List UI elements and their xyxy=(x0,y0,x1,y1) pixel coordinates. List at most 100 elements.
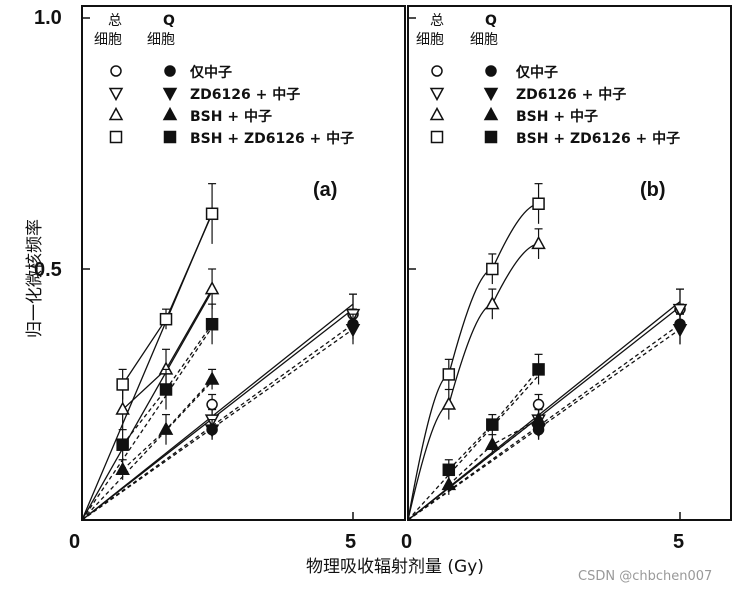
data-point-square xyxy=(116,378,129,391)
data-point-triangle-up xyxy=(531,411,546,425)
data-point-triangle-up xyxy=(204,371,220,385)
legend-label: 仅中子 xyxy=(189,64,232,81)
legend-header-total-line1: 总 xyxy=(108,13,122,29)
data-point-triangle-down xyxy=(672,303,688,318)
legend-header-total-line2: 细胞 xyxy=(94,32,122,48)
x-tick-label-5-a: 5 xyxy=(345,531,356,553)
legend-label: BSH + ZD6126 + 中子 xyxy=(516,130,680,147)
data-point-triangle-down xyxy=(204,424,220,438)
panel-a-plot xyxy=(81,17,361,521)
series-bsh-zd6126-neutron-q-cells xyxy=(407,353,545,521)
legend-marker-q-circle xyxy=(164,65,176,77)
series-bsh-neutron-q-cells xyxy=(407,408,546,521)
data-point-square xyxy=(159,312,173,326)
legend-marker-q-triangle-up xyxy=(483,106,499,121)
watermark: CSDN @chbchen007 xyxy=(578,569,712,584)
panel-b: (b) 总 细胞 Q 细胞 仅中子 ZD6126 + 中子 BSH + 中子 BSH … xyxy=(407,5,732,521)
data-point-square xyxy=(442,368,456,381)
panel-b-legend: 总 细胞 Q 细胞 仅中子 ZD6126 + 中子 BSH + 中子 BSH + ZD… xyxy=(416,13,680,147)
series-bsh-zd6126-neutron-total-cells xyxy=(407,183,545,521)
data-point-triangle-up xyxy=(441,396,457,410)
data-point-square xyxy=(442,463,456,477)
legend-marker-q-circle xyxy=(485,65,497,77)
data-point-triangle-up xyxy=(204,281,220,295)
legend-header-q-line2: 细胞 xyxy=(470,32,498,48)
legend-header-total-line1: 总 xyxy=(430,13,444,29)
panel-a-legend: 总 细胞 Q 细胞 仅中子 ZD6126 + 中子 BSH + 中子 BSH + ZD… xyxy=(94,13,354,147)
legend-label: 仅中子 xyxy=(515,64,558,81)
legend-label: ZD6126 + 中子 xyxy=(190,86,300,103)
series-line xyxy=(81,328,354,521)
series-connector xyxy=(122,213,213,385)
data-point-triangle-up xyxy=(441,476,457,491)
legend-marker-q-square xyxy=(484,130,498,144)
series-bsh-neutron-q-cells xyxy=(81,368,220,521)
y-axis-title: 归一化微核频率 xyxy=(25,219,45,338)
legend-marker-total-triangle-down xyxy=(429,87,445,102)
panel-a: (a) 总 细胞 Q 细胞 仅中子 ZD6126 + 中子 BSH + 中子 BSH … xyxy=(81,5,406,521)
series-bsh-zd6126-neutron-q-cells xyxy=(81,303,219,521)
data-point-triangle-up xyxy=(158,421,174,435)
legend-label: ZD6126 + 中子 xyxy=(516,86,626,103)
legend-row-neutron-only: 仅中子 xyxy=(431,64,558,81)
data-point-circle xyxy=(206,398,218,411)
legend-row-bsh-zd6126-neutron: BSH + ZD6126 + 中子 xyxy=(109,130,354,147)
legend-label: BSH + 中子 xyxy=(516,108,598,125)
series-line xyxy=(81,303,354,521)
legend-header-q-line1: Q xyxy=(485,13,497,29)
data-point-triangle-up xyxy=(115,401,130,415)
series-line xyxy=(81,381,213,521)
data-point-triangle-down xyxy=(345,323,361,338)
panel-b-label: (b) xyxy=(640,179,666,201)
data-point-square xyxy=(486,418,499,431)
legend-marker-total-triangle-up xyxy=(108,106,124,121)
x-tick-label-0-a: 0 xyxy=(69,531,80,553)
legend-marker-q-triangle-down xyxy=(483,87,499,102)
legend-header-q-line1: Q xyxy=(163,13,175,29)
series-line xyxy=(407,328,681,521)
legend-row-neutron-only: 仅中子 xyxy=(110,64,232,81)
data-point-square xyxy=(205,317,219,331)
legend-marker-total-triangle-up xyxy=(429,106,445,121)
series-line xyxy=(81,326,213,521)
data-point-triangle-up xyxy=(531,235,546,250)
x-axis-title: 物理吸收辐射剂量 (Gy) xyxy=(306,557,484,577)
data-point-square xyxy=(532,363,545,376)
legend-row-bsh-neutron: BSH + 中子 xyxy=(108,106,272,125)
legend-marker-total-square xyxy=(109,130,123,144)
data-point-square xyxy=(205,207,219,221)
legend-marker-total-triangle-down xyxy=(108,87,124,102)
series-line xyxy=(407,203,539,521)
y-tick-label-1: 1.0 xyxy=(34,7,62,29)
legend-row-bsh-neutron: BSH + 中子 xyxy=(429,106,598,125)
legend-row-bsh-zd6126-neutron: BSH + ZD6126 + 中子 xyxy=(430,130,680,147)
x-tick-label-5-b: 5 xyxy=(673,531,684,553)
legend-label: BSH + 中子 xyxy=(190,108,272,125)
panel-b-frame xyxy=(407,5,732,521)
series-line xyxy=(407,374,540,521)
x-tick-label-0-b: 0 xyxy=(401,531,412,553)
data-point-triangle-up xyxy=(115,461,130,476)
legend-row-zd6126-neutron: ZD6126 + 中子 xyxy=(108,86,300,103)
series-bsh-zd6126-neutron-total-cells xyxy=(81,183,219,521)
legend-header-q-line2: 细胞 xyxy=(147,32,175,48)
legend-row-zd6126-neutron: ZD6126 + 中子 xyxy=(429,86,626,103)
data-point-triangle-up xyxy=(485,436,500,450)
panel-b-plot xyxy=(407,17,688,521)
data-point-circle xyxy=(532,398,545,411)
series-line xyxy=(407,301,681,521)
series-line xyxy=(407,243,539,521)
data-point-square xyxy=(159,383,173,396)
legend-marker-q-triangle-up xyxy=(162,106,178,121)
legend-label: BSH + ZD6126 + 中子 xyxy=(190,130,354,147)
series-bsh-neutron-total-cells xyxy=(407,228,546,521)
data-point-square xyxy=(116,438,129,451)
y-tick-label-0-5: 0.5 xyxy=(34,259,62,281)
series-zd6126-neutron-q-cells xyxy=(81,313,361,521)
series-line xyxy=(81,290,213,521)
data-point-triangle-up xyxy=(485,296,500,310)
legend-marker-q-triangle-down xyxy=(162,87,178,102)
data-point-square xyxy=(532,197,545,210)
legend-marker-total-circle xyxy=(110,65,122,77)
